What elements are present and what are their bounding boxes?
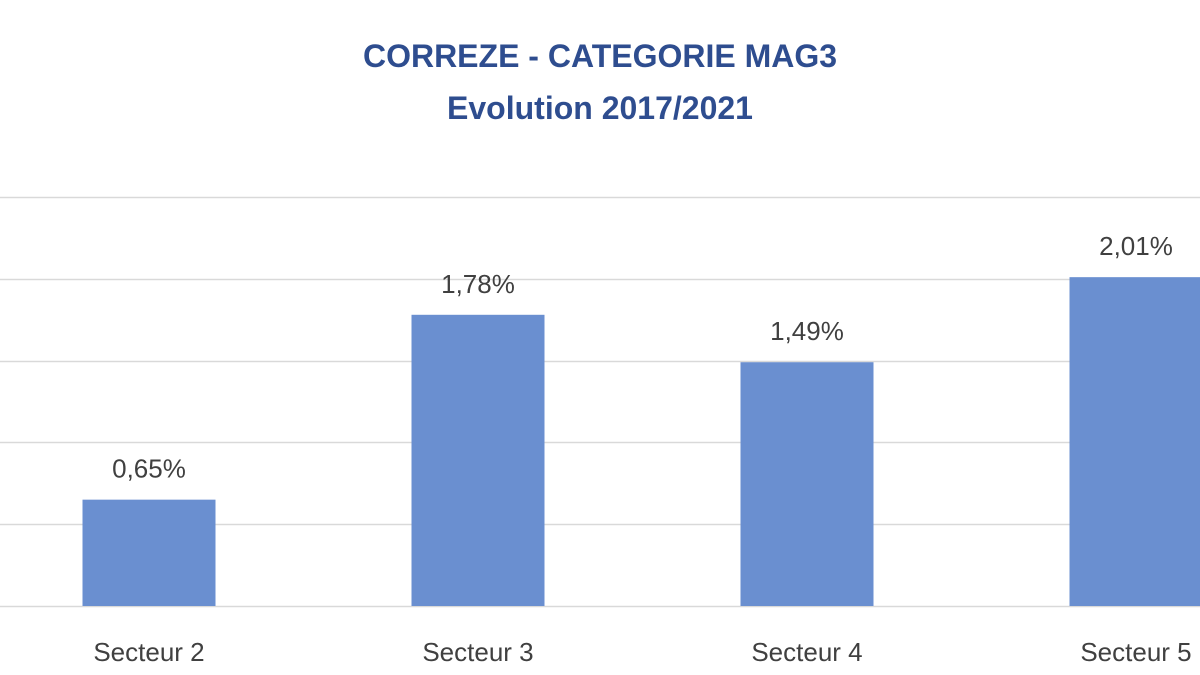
- data-label: 1,49%: [770, 316, 844, 346]
- bar-secteur-4: [740, 362, 874, 606]
- x-tick-label: Secteur 3: [422, 637, 533, 667]
- x-tick-label: Secteur 5: [1080, 637, 1191, 667]
- data-label: 2,01%: [1099, 231, 1173, 261]
- chart-title-block: CORREZE - CATEGORIE MAG3 Evolution 2017/…: [0, 30, 1200, 134]
- bar-secteur-5: [1069, 277, 1200, 606]
- bar-secteur-2: [82, 499, 216, 606]
- x-tick-label: Secteur 4: [751, 637, 862, 667]
- data-label: 0,65%: [112, 454, 186, 484]
- chart-subtitle: Evolution 2017/2021: [447, 90, 753, 126]
- data-label: 1,78%: [441, 269, 515, 299]
- x-tick-label: Secteur 2: [93, 637, 204, 667]
- bar-secteur-3: [411, 314, 545, 606]
- chart-title: CORREZE - CATEGORIE MAG3: [362, 38, 838, 74]
